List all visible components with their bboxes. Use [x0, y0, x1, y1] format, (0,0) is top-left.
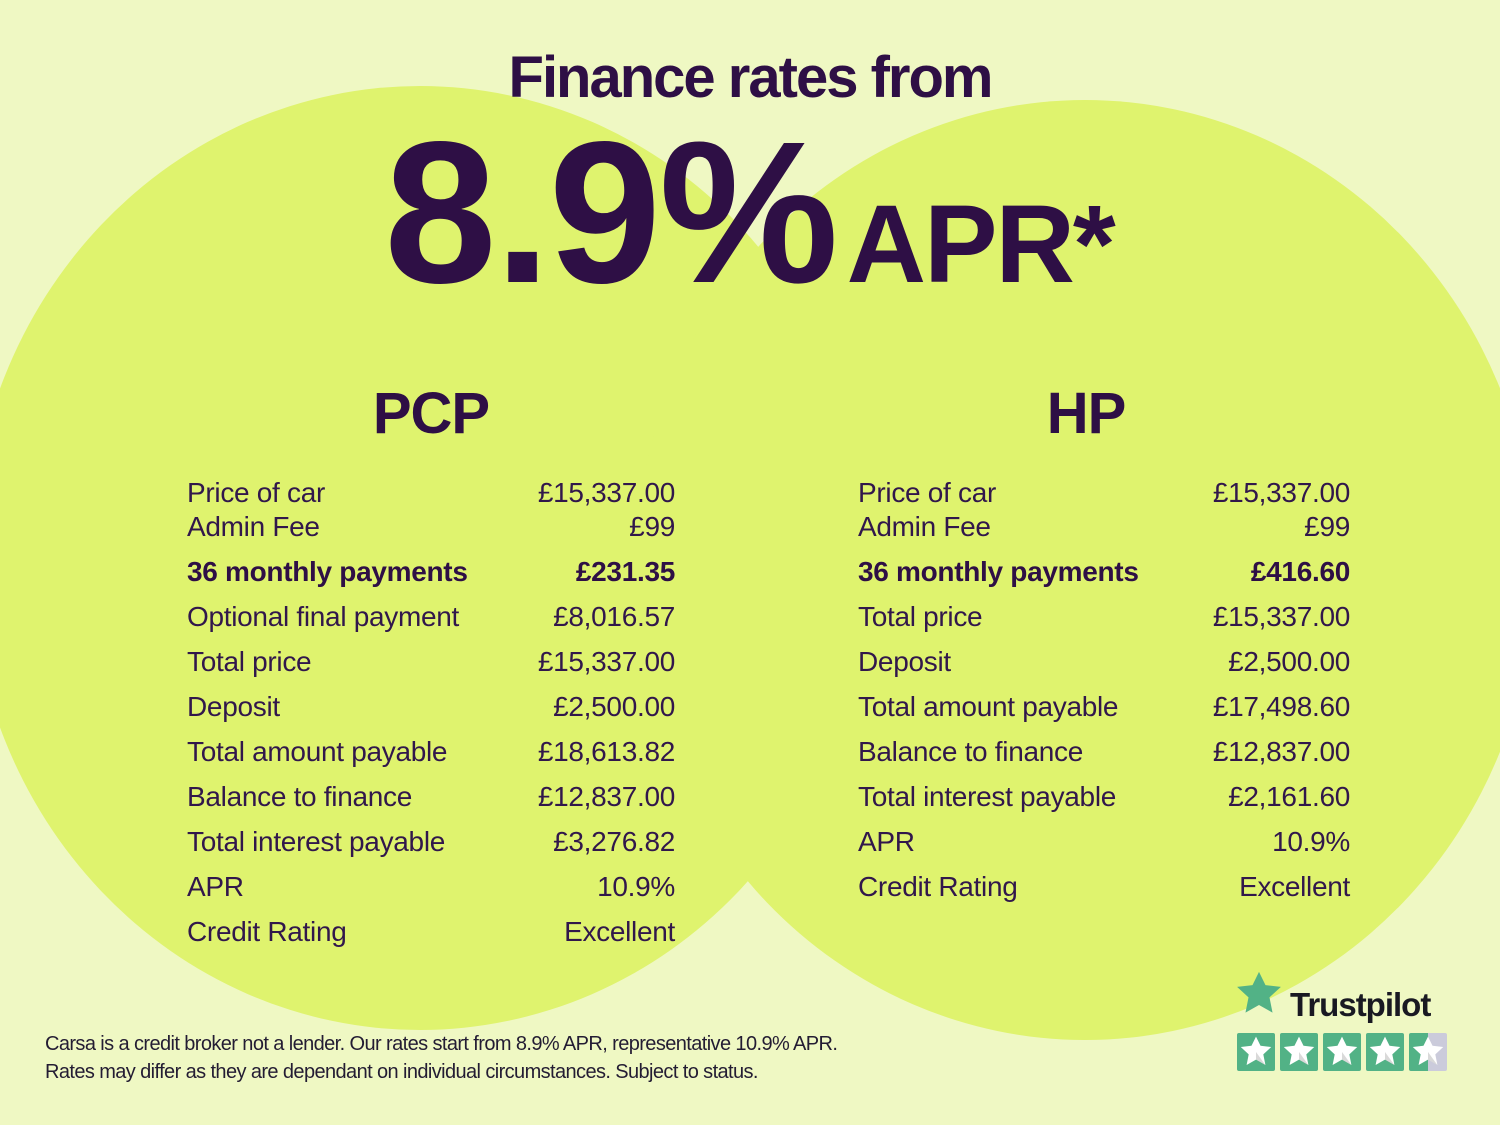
row-value: £8,016.57 — [553, 601, 675, 632]
row-value: £2,500.00 — [1228, 646, 1350, 677]
headline-rate: 8.9%APR* — [0, 96, 1500, 329]
disclaimer-line-1: Carsa is a credit broker not a lender. O… — [45, 1033, 838, 1055]
table-row: Balance to finance £12,837.00 — [187, 780, 675, 814]
rate-footnote-marker: * — [1072, 183, 1116, 306]
row-value: £231.35 — [575, 556, 675, 587]
star-icon — [1369, 1036, 1401, 1065]
table-row: Total price £15,337.00 — [858, 600, 1350, 634]
rate-unit: APR — [846, 183, 1075, 306]
row-label: Total interest payable — [858, 781, 1117, 812]
table-row: Balance to finance £12,837.00 — [858, 735, 1350, 769]
row-label: Balance to finance — [187, 781, 412, 812]
table-row: Price of car £15,337.00 — [858, 476, 1350, 510]
table-row: Deposit £2,500.00 — [858, 645, 1350, 679]
row-value: £99 — [629, 511, 675, 542]
table-row: APR 10.9% — [187, 870, 675, 904]
row-value: 10.9% — [597, 871, 675, 902]
row-label: Deposit — [858, 646, 951, 677]
table-row: Total price £15,337.00 — [187, 645, 675, 679]
row-label: Credit Rating — [858, 871, 1018, 902]
row-label: APR — [858, 826, 915, 857]
page-title: Finance rates from — [508, 45, 994, 110]
disclaimer-line-2: Rates may differ as they are dependant o… — [45, 1061, 759, 1083]
row-value: £15,337.00 — [1212, 601, 1350, 632]
table-row: Total interest payable £3,276.82 — [187, 825, 675, 859]
trustpilot-rating-stars — [1237, 1033, 1447, 1071]
row-value: £17,498.60 — [1212, 691, 1350, 722]
hp-table: Price of car £15,337.00 Admin Fee £99 36… — [858, 476, 1350, 904]
row-value: Excellent — [564, 916, 675, 947]
row-label: Admin Fee — [858, 511, 991, 542]
pcp-table: Price of car £15,337.00 Admin Fee £99 36… — [187, 476, 675, 949]
rate-value: 8.9% — [384, 99, 838, 325]
row-label: Total price — [858, 601, 983, 632]
table-row: Total interest payable £2,161.60 — [858, 780, 1350, 814]
table-row: APR 10.9% — [858, 825, 1350, 859]
row-label: 36 monthly payments — [858, 556, 1139, 587]
row-value: £3,276.82 — [553, 826, 675, 857]
table-row: Price of car £15,337.00 — [187, 476, 675, 510]
trustpilot-star-icon — [1237, 971, 1281, 1013]
table-row: Total amount payable £17,498.60 — [858, 690, 1350, 724]
trustpilot-star-box — [1366, 1033, 1404, 1071]
trustpilot-star-box — [1323, 1033, 1361, 1071]
row-value: £18,613.82 — [537, 736, 675, 767]
row-label: Total amount payable — [187, 736, 448, 767]
hp-heading: HP — [1046, 381, 1127, 446]
row-value: £15,337.00 — [1212, 477, 1350, 508]
table-row: 36 monthly payments £231.35 — [187, 555, 675, 589]
row-value: £12,837.00 — [537, 781, 675, 812]
pcp-heading: PCP — [372, 381, 490, 446]
background-circle-right — [635, 100, 1500, 1040]
trustpilot-star-box — [1409, 1033, 1447, 1071]
table-row: Optional final payment £8,016.57 — [187, 600, 675, 634]
row-label: Total price — [187, 646, 312, 677]
row-label: Credit Rating — [187, 916, 347, 947]
row-value: £99 — [1304, 511, 1350, 542]
table-row: Credit Rating Excellent — [858, 870, 1350, 904]
trustpilot-star-box — [1280, 1033, 1318, 1071]
table-row: Admin Fee £99 — [187, 510, 675, 544]
row-value: £15,337.00 — [537, 477, 675, 508]
star-icon — [1326, 1036, 1358, 1065]
row-value: £12,837.00 — [1212, 736, 1350, 767]
table-row: Admin Fee £99 — [858, 510, 1350, 544]
table-row: Total amount payable £18,613.82 — [187, 735, 675, 769]
row-label: Price of car — [187, 477, 325, 508]
trustpilot-star-box — [1237, 1033, 1275, 1071]
row-label: Total amount payable — [858, 691, 1119, 722]
row-label: APR — [187, 871, 244, 902]
row-value: 10.9% — [1272, 826, 1350, 857]
row-label: Balance to finance — [858, 736, 1083, 767]
row-label: Deposit — [187, 691, 280, 722]
table-row: Deposit £2,500.00 — [187, 690, 675, 724]
trustpilot-wordmark: Trustpilot — [1290, 986, 1431, 1023]
star-icon — [1412, 1036, 1444, 1065]
row-value: £15,337.00 — [537, 646, 675, 677]
row-label: Price of car — [858, 477, 996, 508]
row-label: Admin Fee — [187, 511, 320, 542]
row-label: 36 monthly payments — [187, 556, 468, 587]
row-label: Optional final payment — [187, 601, 460, 632]
table-row: Credit Rating Excellent — [187, 915, 675, 949]
row-value: £2,161.60 — [1228, 781, 1350, 812]
row-value: Excellent — [1239, 871, 1350, 902]
disclaimer: Carsa is a credit broker not a lender. O… — [45, 1030, 838, 1086]
row-label: Total interest payable — [187, 826, 446, 857]
table-row: 36 monthly payments £416.60 — [858, 555, 1350, 589]
row-value: £2,500.00 — [553, 691, 675, 722]
row-value: £416.60 — [1250, 556, 1350, 587]
star-icon — [1240, 1036, 1272, 1065]
star-icon — [1283, 1036, 1315, 1065]
